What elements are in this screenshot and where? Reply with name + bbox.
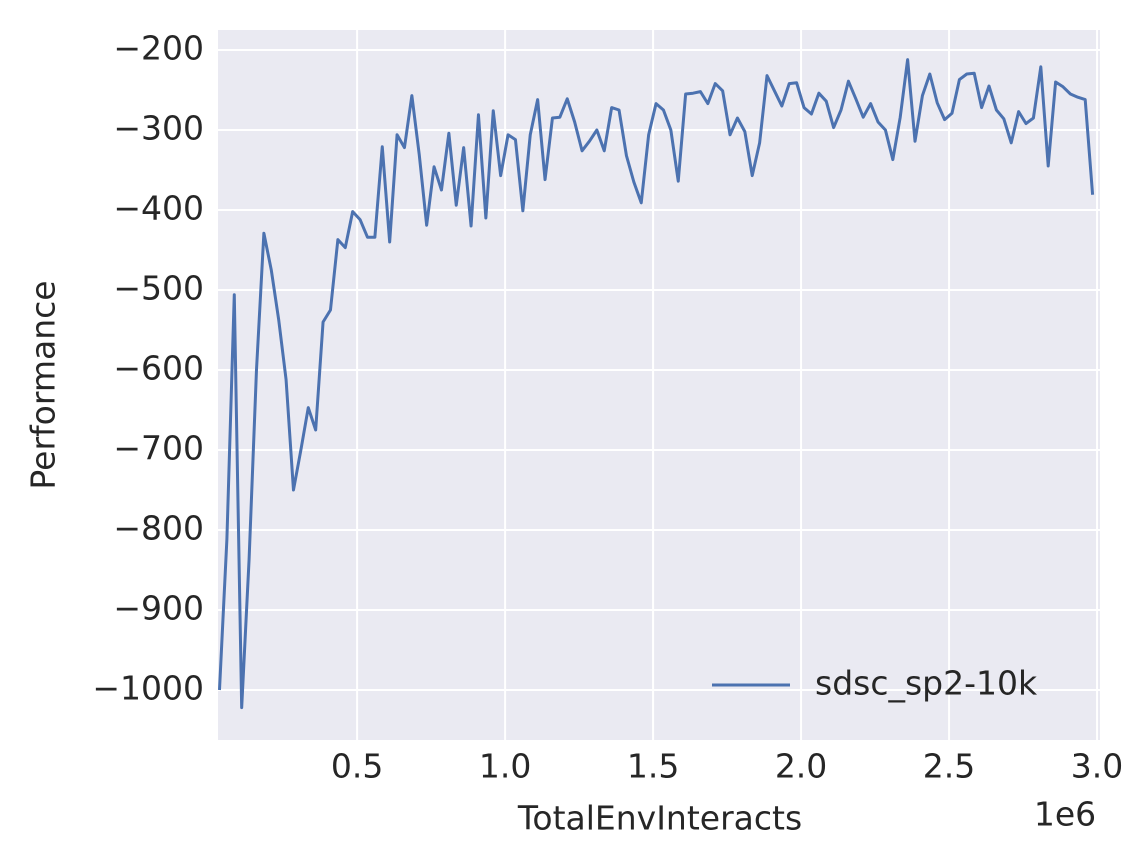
x-axis-label: TotalEnvInteracts bbox=[517, 799, 802, 838]
plot-area bbox=[218, 30, 1100, 740]
y-tick-label: −900 bbox=[113, 589, 204, 628]
y-tick-label: −1000 bbox=[92, 669, 204, 708]
y-tick-label: −800 bbox=[113, 509, 204, 548]
y-tick-label: −300 bbox=[113, 109, 204, 148]
x-tick-label: 1.0 bbox=[479, 747, 531, 786]
y-tick-label: −700 bbox=[113, 429, 204, 468]
y-tick-label: −400 bbox=[113, 189, 204, 228]
y-axis-label: Performance bbox=[24, 280, 63, 489]
marks bbox=[217, 58, 1095, 710]
series-line bbox=[217, 58, 1095, 710]
y-tick-label: −600 bbox=[113, 349, 204, 388]
x-tick-label: 2.5 bbox=[923, 747, 975, 786]
x-offset-label: 1e6 bbox=[1034, 795, 1096, 834]
x-tick-label: 2.0 bbox=[775, 747, 827, 786]
x-tick-label: 0.5 bbox=[331, 747, 383, 786]
y-tick-label: −500 bbox=[113, 269, 204, 308]
x-tick-label: 1.5 bbox=[627, 747, 679, 786]
x-tick-label: 3.0 bbox=[1071, 747, 1123, 786]
y-tick-label: −200 bbox=[113, 29, 204, 68]
legend-label: sdsc_sp2-10k bbox=[815, 664, 1038, 703]
